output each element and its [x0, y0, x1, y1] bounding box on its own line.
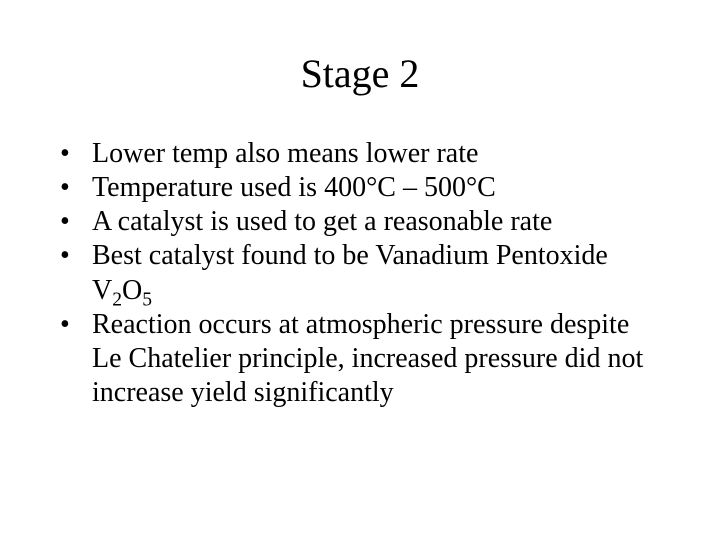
bullet-text: Best catalyst found to be Vanadium Pento…: [92, 240, 608, 305]
list-item: • Best catalyst found to be Vanadium Pen…: [60, 239, 660, 307]
list-item: • Lower temp also means lower rate: [60, 137, 660, 171]
slide-title: Stage 2: [50, 50, 670, 97]
bullet-mid: O: [122, 275, 142, 306]
list-item: • Reaction occurs at atmospheric pressur…: [60, 308, 660, 410]
bullet-text: Temperature used is 400°C – 500°C: [92, 172, 496, 203]
slide: Stage 2 • Lower temp also means lower ra…: [0, 0, 720, 540]
bullet-icon: •: [60, 239, 70, 273]
bullet-text: A catalyst is used to get a reasonable r…: [92, 206, 552, 237]
bullet-icon: •: [60, 205, 70, 239]
bullet-icon: •: [60, 308, 70, 342]
list-item: • A catalyst is used to get a reasonable…: [60, 205, 660, 239]
bullet-text: Lower temp also means lower rate: [92, 138, 478, 169]
bullet-list: • Lower temp also means lower rate • Tem…: [50, 137, 670, 410]
bullet-icon: •: [60, 171, 70, 205]
bullet-icon: •: [60, 137, 70, 171]
list-item: • Temperature used is 400°C – 500°C: [60, 171, 660, 205]
bullet-text: Reaction occurs at atmospheric pressure …: [92, 309, 643, 408]
bullet-prefix: Best catalyst found to be Vanadium Pento…: [92, 240, 608, 305]
